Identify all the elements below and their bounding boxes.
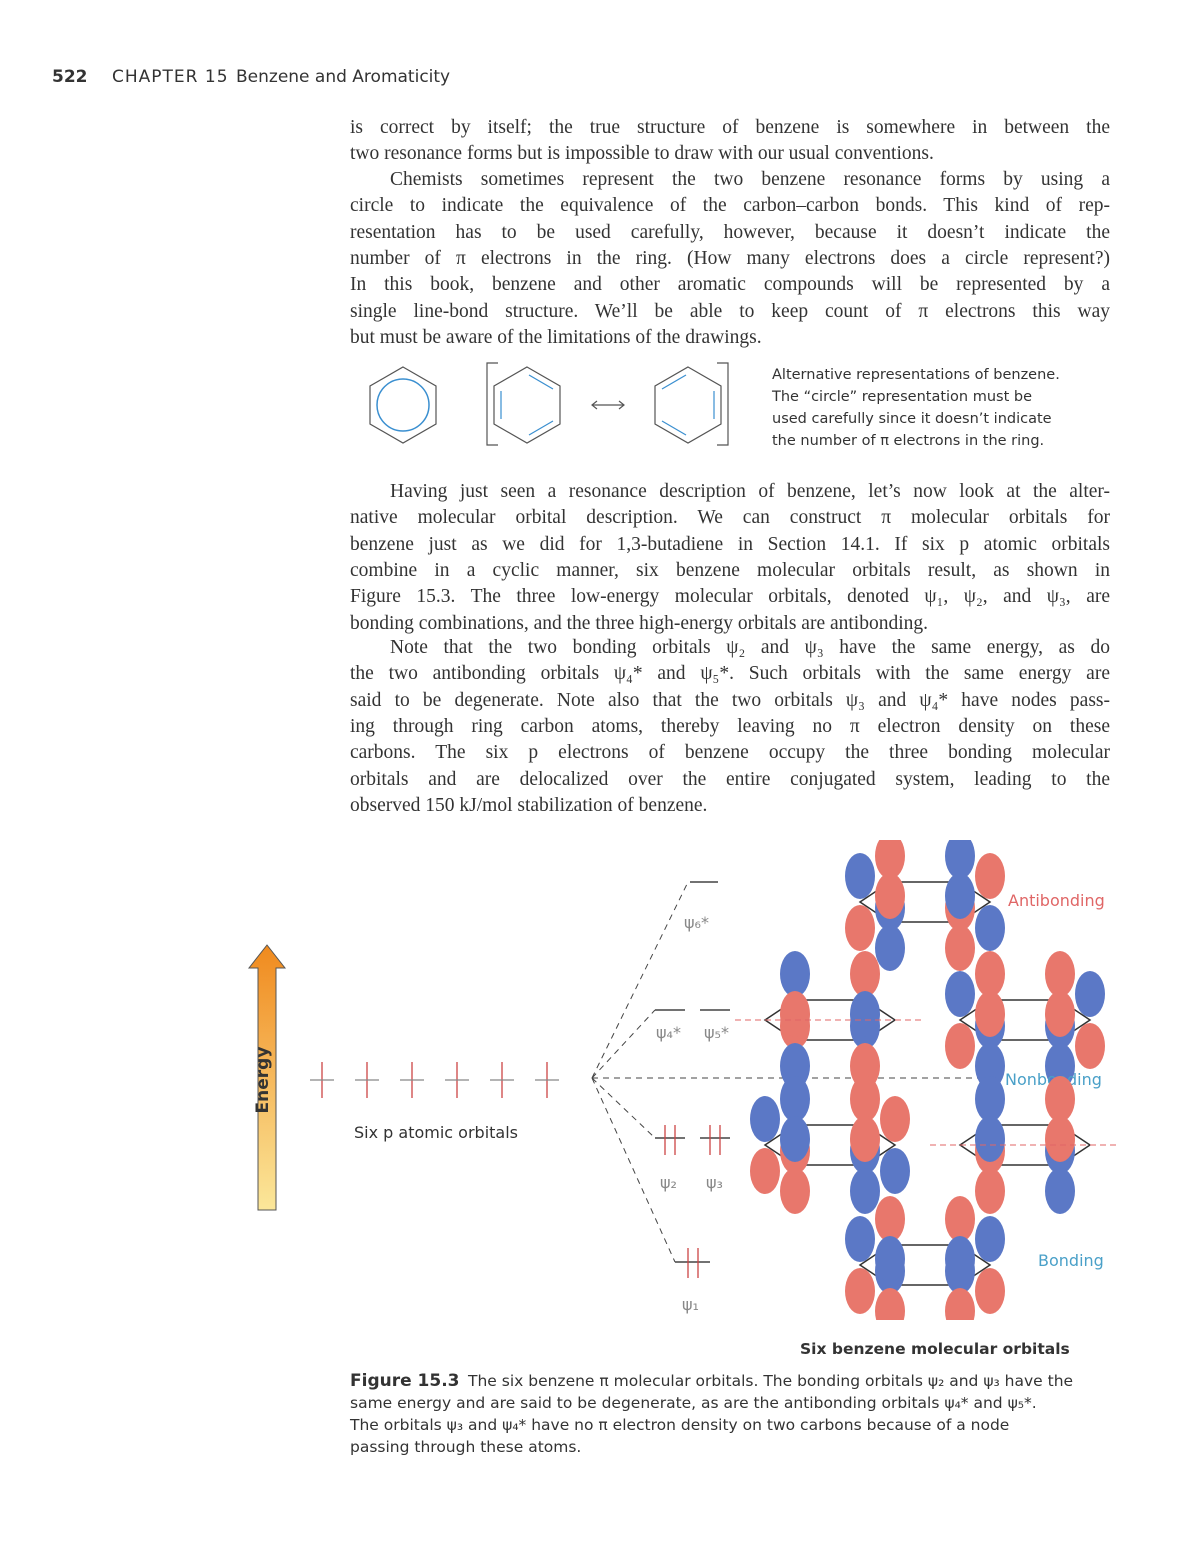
text-line: ing through ring carbon atoms, thereby l… — [350, 715, 1110, 737]
text-line: Chemists sometimes represent the two ben… — [390, 169, 1110, 190]
text-line: In this book, benzene and other aromatic… — [350, 274, 1110, 296]
text-line: is correct by itself; the true structure… — [350, 117, 1110, 138]
text-line: bonding combinations, and the three high… — [350, 612, 929, 634]
caption-line: The six benzene π molecular orbitals. Th… — [468, 1372, 1074, 1390]
text-line: resentation has to be used carefully, ho… — [350, 221, 1110, 243]
mo-title-text: Six benzene molecular orbitals — [800, 1340, 1070, 1358]
psi2-label: ψ₂ — [660, 1173, 677, 1192]
psi1-label: ψ₁ — [682, 1295, 699, 1314]
text-line: the two antibonding orbitals ψ₄* and ψ₅*… — [350, 663, 1110, 685]
caption-line: used carefully since it doesn’t indicate — [772, 411, 1052, 427]
text-line: benzene just as we did for 1,3-butadiene… — [350, 533, 1110, 555]
orbital-antibonding — [845, 840, 1005, 971]
psi5-label: ψ₅* — [704, 1023, 729, 1042]
caption-line: The orbitals ψ₃ and ψ₄* have no π electr… — [350, 1416, 1010, 1434]
antibonding-label: Antibonding — [1008, 891, 1105, 910]
text-line: two resonance forms but is impossible to… — [350, 143, 934, 165]
text-line: number of π electrons in the ring. (How … — [350, 247, 1110, 269]
mo-diagram: Energy Six p atomic orbitals ψ₆* ψ₄* ψ₅*… — [247, 840, 1120, 1320]
text-line: circle to indicate the equivalence of th… — [350, 195, 1110, 217]
bonding-label: Bonding — [1038, 1251, 1104, 1270]
text-line: but must be aware of the limitations of … — [350, 326, 762, 348]
chapter-title: Benzene and Aromaticity — [236, 67, 451, 87]
text-line: Note that the two bonding orbitals ψ₂ an… — [390, 637, 1110, 658]
benzene-drawings — [369, 362, 729, 446]
psi3-label: ψ₃ — [706, 1173, 723, 1192]
orbital-psi4 — [735, 951, 925, 1089]
text-line: Having just seen a resonance description… — [390, 481, 1110, 502]
text-line: Figure 15.3. The three low-energy molecu… — [350, 586, 1110, 608]
psi4-label: ψ₄* — [656, 1023, 681, 1042]
caption-line: the number of π electrons in the ring. — [772, 433, 1045, 449]
orbital-psi2 — [750, 1076, 910, 1214]
benzene-caption: Alternative representations of benzene. T… — [772, 364, 1060, 452]
caption-line: The “circle” representation must be — [772, 389, 1033, 405]
psi6-label: ψ₆* — [684, 913, 709, 932]
chapter: CHAPTER 15 — [112, 67, 229, 87]
text-line: combine in a cyclic manner, six benzene … — [350, 559, 1110, 581]
text-line: observed 150 kJ/mol stabilization of ben… — [350, 794, 708, 816]
caption-line: passing through these atoms. — [350, 1438, 582, 1456]
text-line: single line-bond structure. We’ll be abl… — [350, 300, 1110, 322]
text-line: said to be degenerate. Note also that th… — [350, 689, 1110, 711]
page-number: 522 — [52, 67, 88, 87]
atomic-orbitals-label: Six p atomic orbitals — [354, 1123, 518, 1142]
caption-line: Alternative representations of benzene. — [772, 367, 1060, 383]
orbital-psi1 — [845, 1196, 1005, 1320]
figure-label: Figure 15.3 — [350, 1371, 460, 1391]
text-line: native molecular orbital description. We… — [350, 507, 1110, 529]
orbital-psi5 — [945, 951, 1105, 1089]
text-line: carbons. The six p electrons of benzene … — [350, 742, 1110, 764]
caption-line: same energy and are said to be degenerat… — [350, 1394, 1037, 1412]
orbital-psi3 — [930, 1076, 1120, 1214]
energy-label: Energy — [253, 1047, 273, 1114]
text-line: orbitals and are delocalized over the en… — [350, 768, 1110, 790]
